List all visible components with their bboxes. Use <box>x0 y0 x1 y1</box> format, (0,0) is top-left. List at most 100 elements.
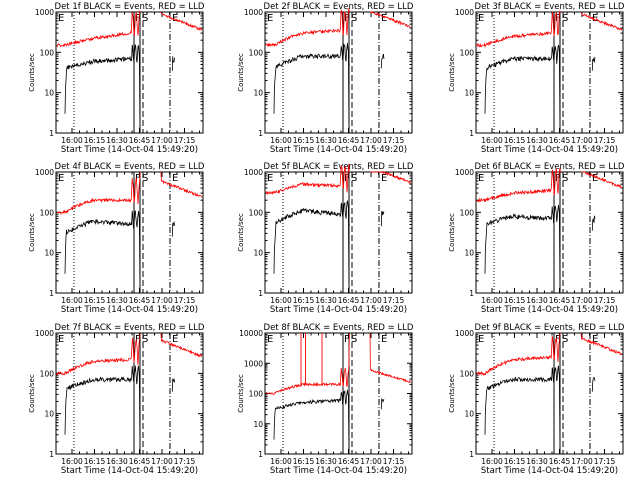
flag-e: E <box>58 173 64 184</box>
events-trace <box>484 365 561 455</box>
x-tick-label: 16:45 <box>549 136 571 145</box>
y-tick-label: 1 <box>49 450 54 459</box>
x-tick-label: 17:15 <box>383 457 405 466</box>
y-axis-label: Counts/sec <box>28 213 36 252</box>
x-tick-label: 16:30 <box>526 136 548 145</box>
x-tick-label: 17:15 <box>594 136 616 145</box>
flag-e: E <box>592 13 598 24</box>
x-tick-label: 16:45 <box>129 457 151 466</box>
flag-e: E <box>58 13 64 24</box>
plot-frame <box>55 171 204 294</box>
flag-f: F <box>555 173 561 184</box>
flag-e: E <box>58 334 64 345</box>
x-tick-label: 16:45 <box>129 296 151 305</box>
flag-e: E <box>478 13 484 24</box>
x-tick-label: 16:15 <box>293 457 315 466</box>
events-trace-tail <box>171 220 176 237</box>
x-tick-label: 16:45 <box>129 136 151 145</box>
flag-s: S <box>142 173 148 184</box>
plot-frame <box>55 332 204 455</box>
flag-f: F <box>344 173 350 184</box>
x-tick-label: 16:15 <box>293 136 315 145</box>
flag-e: E <box>592 334 598 345</box>
events-trace <box>64 365 141 455</box>
flag-s: S <box>562 173 568 184</box>
flag-e: E <box>267 173 273 184</box>
y-tick-label: 10 <box>44 89 54 98</box>
flag-e: E <box>172 334 178 345</box>
panel-det-9: Det 9f BLACK = Events, RED = LLD 1 10 100 10… <box>448 323 625 476</box>
y-tick-label: 1000 <box>455 168 474 177</box>
flag-f: F <box>344 13 350 24</box>
lld-trace-decay <box>580 332 623 356</box>
lld-trace <box>265 163 350 196</box>
x-tick-label: 17:15 <box>174 136 196 145</box>
flag-f: F <box>135 13 141 24</box>
y-tick-label: 1000 <box>455 329 474 338</box>
x-tick-label: 16:15 <box>84 296 106 305</box>
y-tick-label: 10 <box>253 249 263 258</box>
x-tick-label: 17:00 <box>360 457 382 466</box>
events-trace-tail <box>591 215 596 231</box>
x-tick-label: 16:30 <box>106 296 128 305</box>
plot-frame <box>264 11 413 134</box>
x-tick-label: 16:45 <box>338 296 360 305</box>
flag-s: S <box>562 334 568 345</box>
plot-frame <box>475 11 624 134</box>
x-tick-label: 16:30 <box>315 457 337 466</box>
y-tick-label: 1000 <box>35 329 54 338</box>
flag-e: E <box>592 173 598 184</box>
x-axis-label: Start Time (14-Oct-04 15:49:20) <box>270 145 407 155</box>
x-axis-label: Start Time (14-Oct-04 15:49:20) <box>481 466 618 476</box>
y-tick-label: 1 <box>258 450 263 459</box>
lld-trace <box>265 332 350 396</box>
y-tick-label: 1000 <box>244 168 263 177</box>
flag-e: E <box>172 13 178 24</box>
flag-s: S <box>351 334 357 345</box>
flag-f: F <box>135 334 141 345</box>
lld-trace-decay <box>370 171 412 185</box>
x-tick-label: 16:00 <box>270 296 292 305</box>
flag-f: F <box>344 334 350 345</box>
y-tick-label: 10 <box>464 89 474 98</box>
y-tick-label: 1 <box>469 289 474 298</box>
x-tick-label: 17:00 <box>151 457 173 466</box>
y-tick-label: 10 <box>44 249 54 258</box>
lld-trace <box>56 10 141 48</box>
y-tick-label: 1 <box>49 129 54 138</box>
y-tick-label: 10 <box>464 249 474 258</box>
y-tick-label: 100 <box>40 369 55 378</box>
panel-title: Det 7f BLACK = Events, RED = LLD <box>55 323 205 333</box>
plot-frame <box>475 171 624 294</box>
flag-f: F <box>555 13 561 24</box>
y-tick-label: 1 <box>469 450 474 459</box>
panel-title: Det 1f BLACK = Events, RED = LLD <box>55 2 205 12</box>
y-axis-label: Counts/sec <box>28 374 36 413</box>
y-tick-label: 1 <box>469 129 474 138</box>
x-tick-label: 16:30 <box>315 136 337 145</box>
x-tick-label: 17:00 <box>151 296 173 305</box>
events-trace-tail <box>591 376 596 392</box>
lld-trace-decay <box>160 11 203 31</box>
y-tick-label: 100 <box>249 208 264 217</box>
x-tick-label: 16:00 <box>270 136 292 145</box>
panel-title: Det 6f BLACK = Events, RED = LLD <box>475 162 625 172</box>
y-tick-label: 10 <box>44 410 54 419</box>
x-axis-label: Start Time (14-Oct-04 15:49:20) <box>270 466 407 476</box>
flag-s: S <box>351 173 357 184</box>
y-tick-label: 1 <box>258 129 263 138</box>
events-trace-tail <box>380 53 385 69</box>
x-tick-label: 17:00 <box>151 136 173 145</box>
lld-trace <box>476 168 561 203</box>
x-tick-label: 17:00 <box>360 136 382 145</box>
x-axis-label: Start Time (14-Oct-04 15:49:20) <box>61 305 198 315</box>
flag-s: S <box>351 13 357 24</box>
panel-det-4: Det 4f BLACK = Events, RED = LLD 1 10 100 10… <box>28 162 205 315</box>
events-trace-tail <box>380 211 385 227</box>
y-axis-label: Counts/sec <box>237 53 245 92</box>
flag-e: E <box>267 13 273 24</box>
x-tick-label: 17:15 <box>383 296 405 305</box>
lld-trace <box>476 10 561 48</box>
x-tick-label: 16:45 <box>338 457 360 466</box>
